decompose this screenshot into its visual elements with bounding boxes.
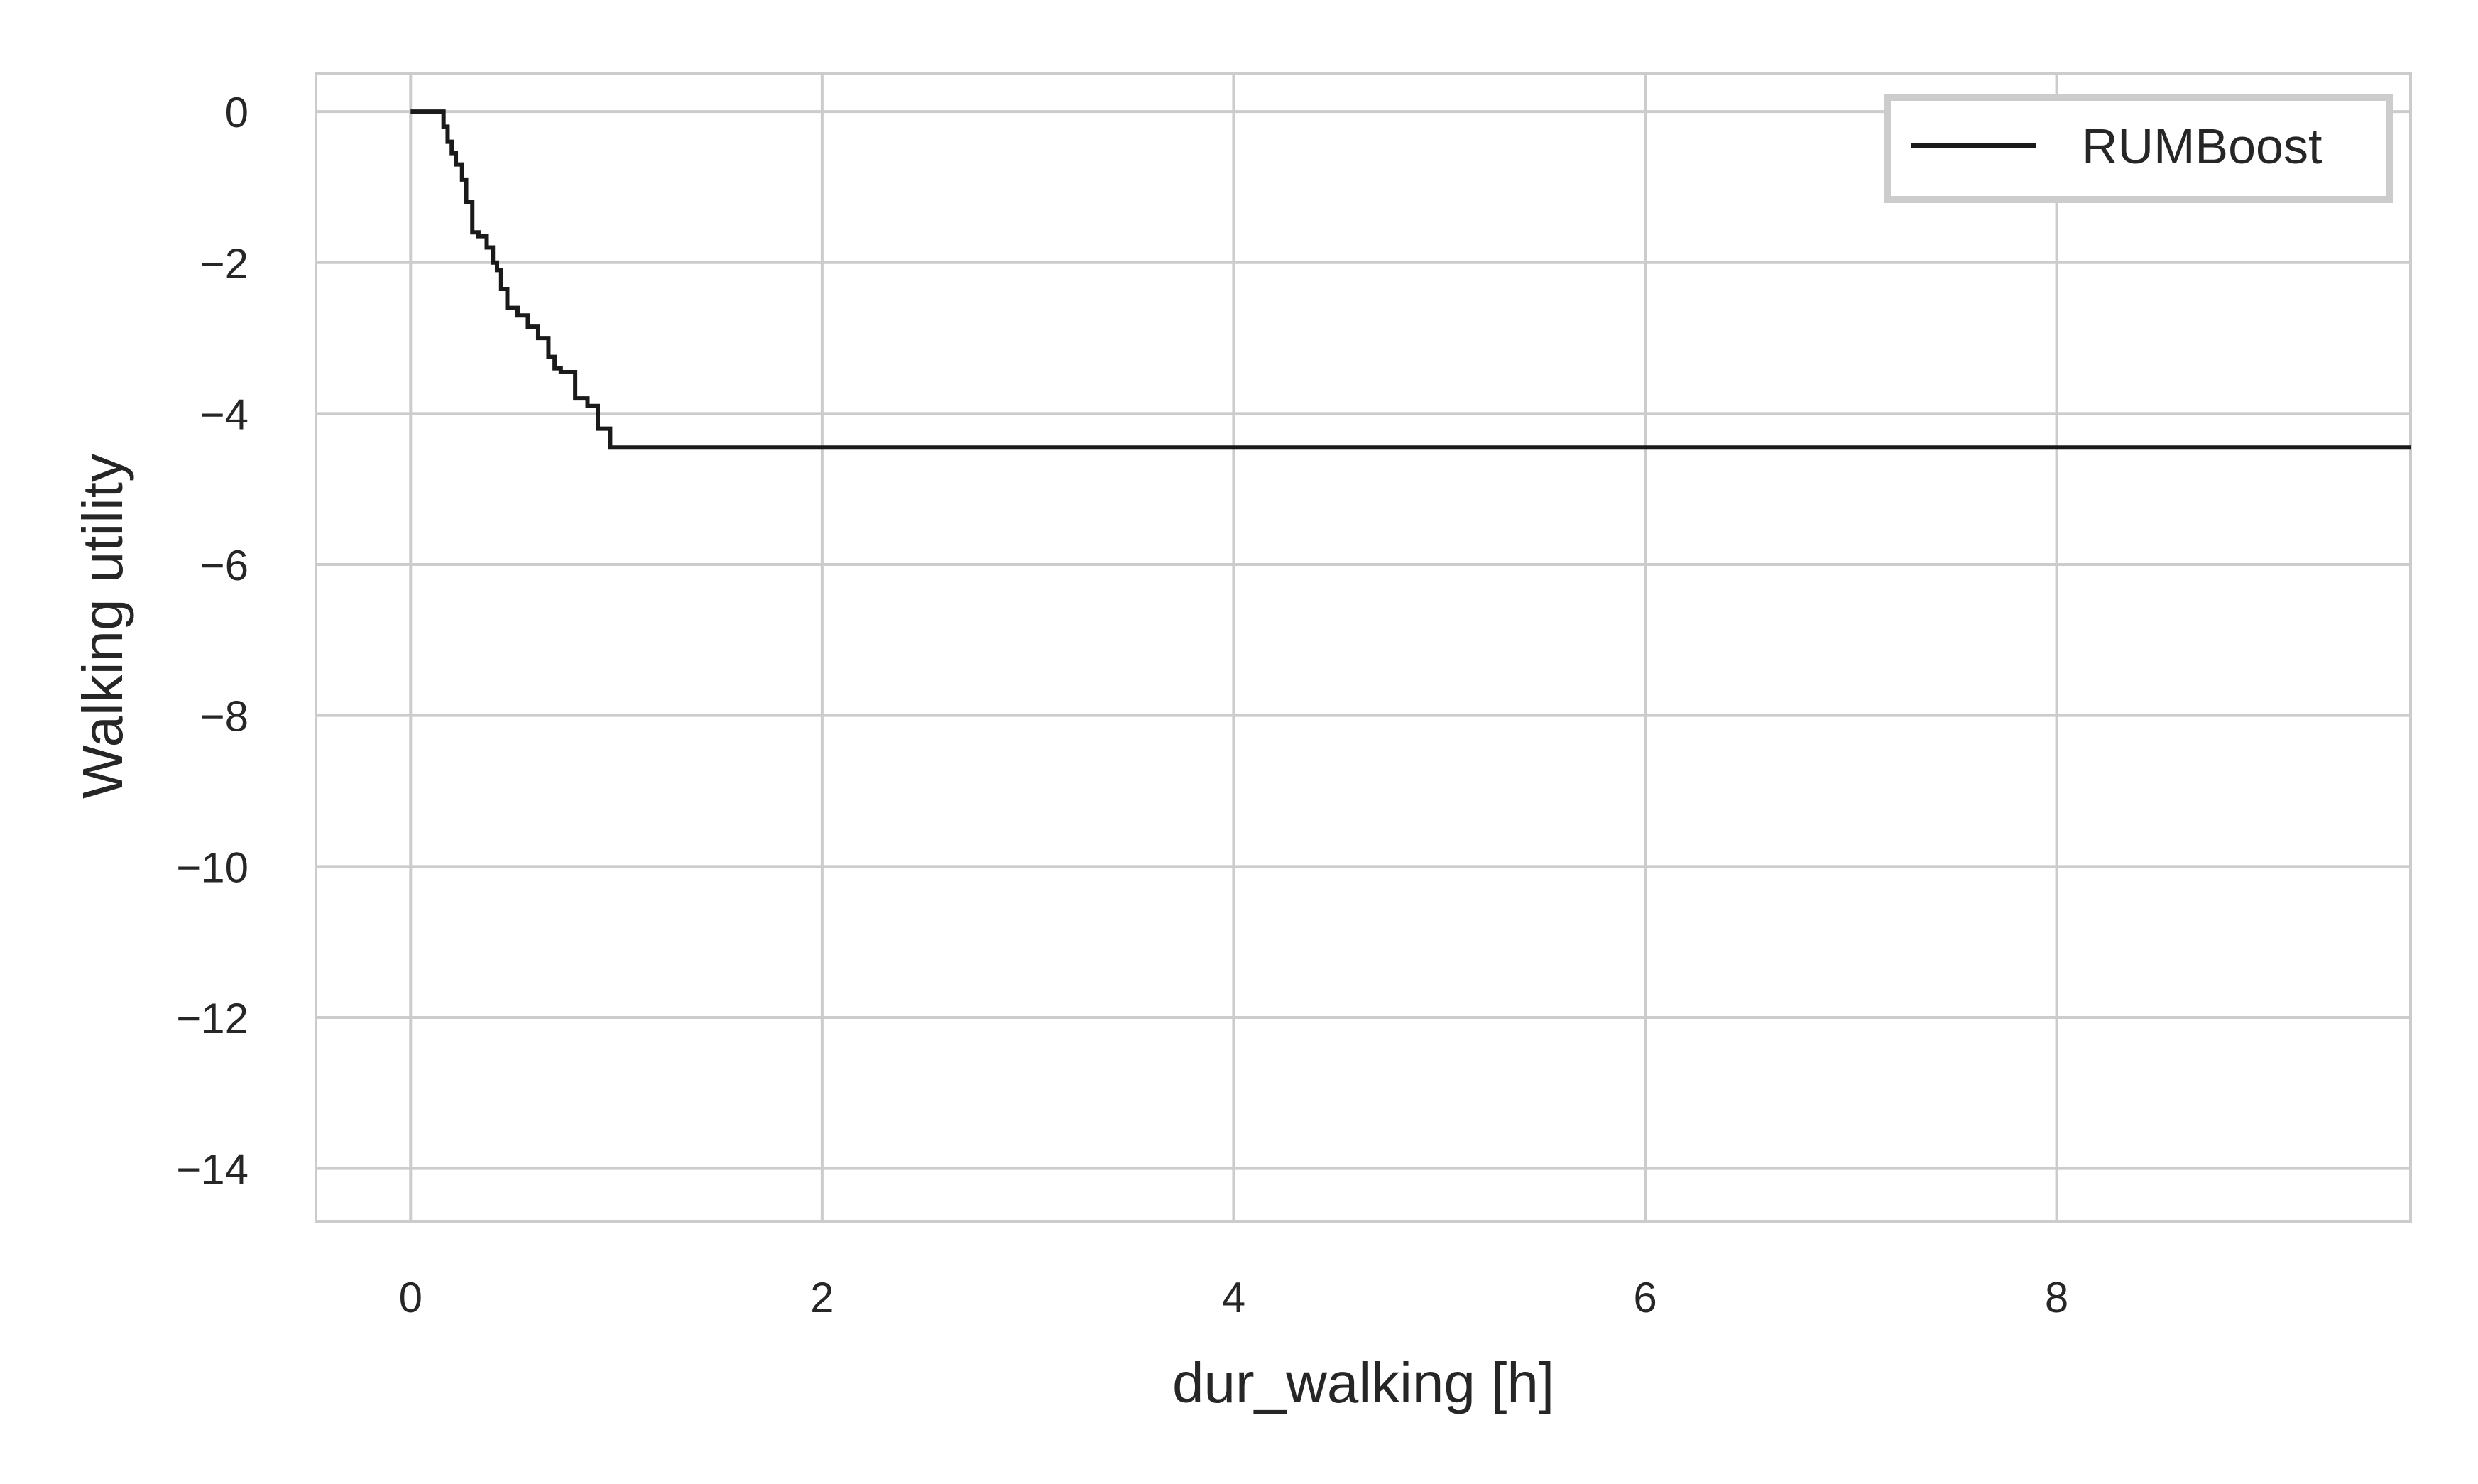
y-tick-labels: 0 −2 −4 −6 −8 −10 −12 −14 xyxy=(176,89,249,1193)
legend-box xyxy=(1884,94,2393,203)
y-tick-label: −14 xyxy=(176,1146,249,1194)
y-tick-label: −12 xyxy=(176,995,249,1042)
y-axis-label: Walking utility xyxy=(71,454,134,799)
y-tick-label: −10 xyxy=(176,844,249,891)
legend: RUMBoost xyxy=(1884,94,2393,203)
y-tick-label: −6 xyxy=(200,542,249,589)
x-tick-label: 0 xyxy=(399,1274,422,1321)
x-tick-label: 4 xyxy=(1222,1274,1245,1321)
rumboost-line xyxy=(410,109,2411,450)
y-tick-label: 0 xyxy=(225,89,249,136)
y-grid-lines xyxy=(316,110,2411,1170)
x-tick-label: 6 xyxy=(1633,1274,1656,1321)
y-tick-label: −4 xyxy=(200,391,249,438)
x-tick-label: 8 xyxy=(2045,1274,2068,1321)
plot-frame xyxy=(315,72,2412,1223)
x-tick-label: 2 xyxy=(810,1274,834,1321)
y-tick-label: −2 xyxy=(200,240,249,288)
x-axis-label: dur_walking [h] xyxy=(1172,1351,1554,1414)
y-tick-label: −8 xyxy=(200,693,249,741)
legend-label-rumboost: RUMBoost xyxy=(2082,119,2322,174)
x-tick-labels: 0 2 4 6 8 xyxy=(399,1274,2069,1321)
x-grid-lines xyxy=(409,74,2058,1221)
